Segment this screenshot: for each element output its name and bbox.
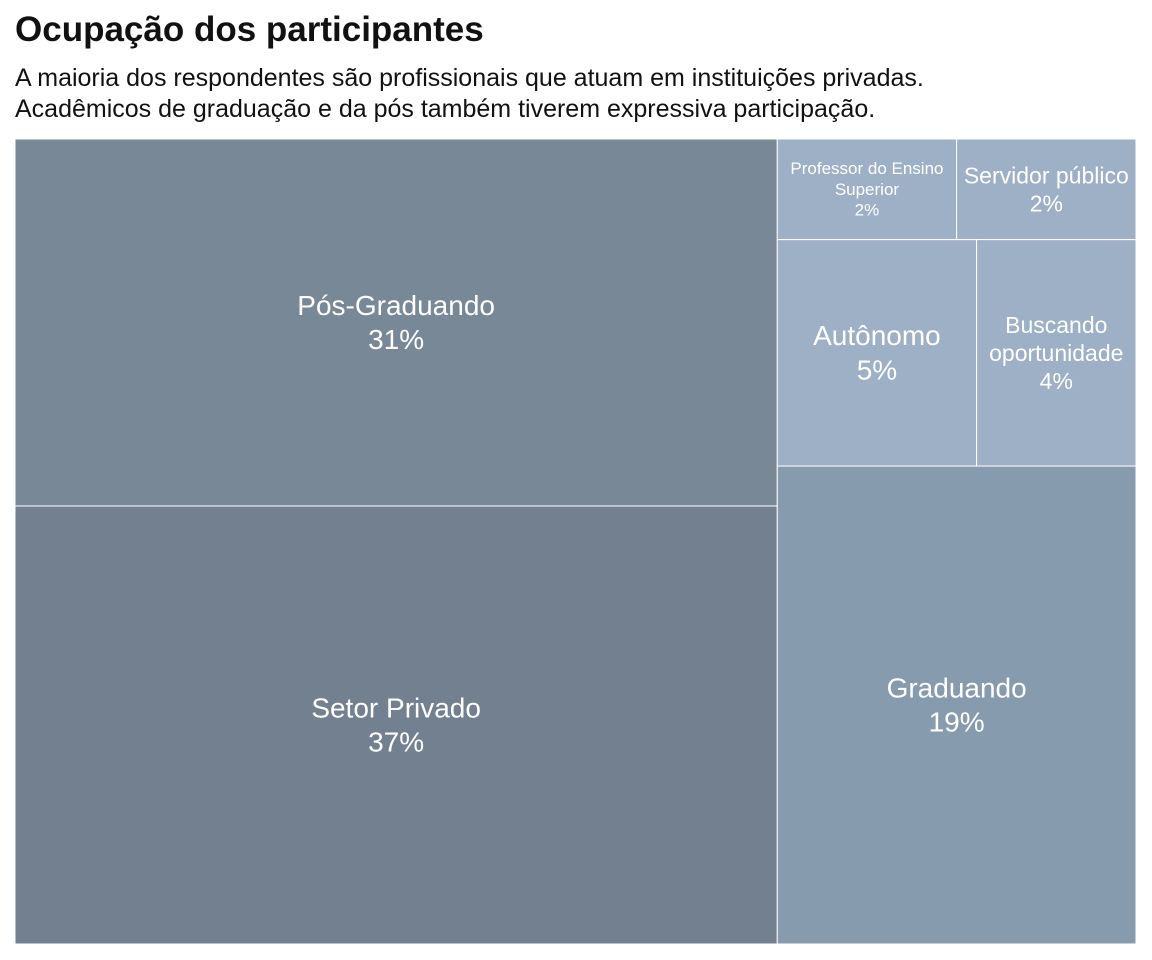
treemap-value-professor-do-ensino-superior: 2%: [855, 201, 880, 220]
treemap-label-setor-privado: Setor Privado: [311, 692, 481, 723]
treemap-value-pos-graduando: 31%: [368, 324, 424, 355]
treemap-label-buscando-oportunidade: Buscando: [1005, 312, 1107, 338]
treemap-rect-graduando: [776, 465, 1137, 945]
treemap-value-servidor-publico: 2%: [1030, 190, 1063, 216]
treemap-cell-setor-privado: Setor Privado 37%: [14, 505, 778, 945]
treemap-label-graduando: Graduando: [887, 672, 1027, 703]
treemap-cell-professor-do-ensino-superior: Professor do Ensino Superior 2%: [776, 138, 958, 241]
treemap-label-autonomo: Autônomo: [813, 320, 941, 351]
treemap-label-pos-graduando: Pós-Graduando: [297, 290, 495, 321]
chart-title: Ocupação dos participantes: [15, 10, 484, 49]
treemap-label-servidor-publico: Servidor público: [964, 162, 1129, 188]
treemap-label-professor-do-ensino-superior: Professor do Ensino: [790, 159, 943, 178]
treemap-rect-servidor-publico: [956, 138, 1137, 241]
treemap-value-buscando-oportunidade: 4%: [1040, 368, 1073, 394]
subtitle-line-2: Acadêmicos de graduação e da pós também …: [15, 95, 876, 123]
treemap-label-professor-do-ensino-superior: Superior: [835, 180, 900, 199]
treemap-rect-setor-privado: [14, 505, 778, 945]
treemap-value-autonomo: 5%: [857, 354, 897, 385]
treemap-rect-pos-graduando: [14, 138, 778, 507]
treemap-cell-graduando: Graduando 19%: [776, 465, 1137, 945]
treemap-value-graduando: 19%: [929, 707, 985, 738]
treemap-rect-autonomo: [776, 239, 978, 467]
treemap-label-buscando-oportunidade: oportunidade: [989, 340, 1123, 366]
treemap-value-setor-privado: 37%: [368, 727, 424, 758]
chart-subtitle: A maioria dos respondentes são profissio…: [15, 63, 924, 125]
subtitle-line-1: A maioria dos respondentes são profissio…: [15, 64, 924, 92]
treemap-rect-buscando-oportunidade: [976, 239, 1137, 467]
